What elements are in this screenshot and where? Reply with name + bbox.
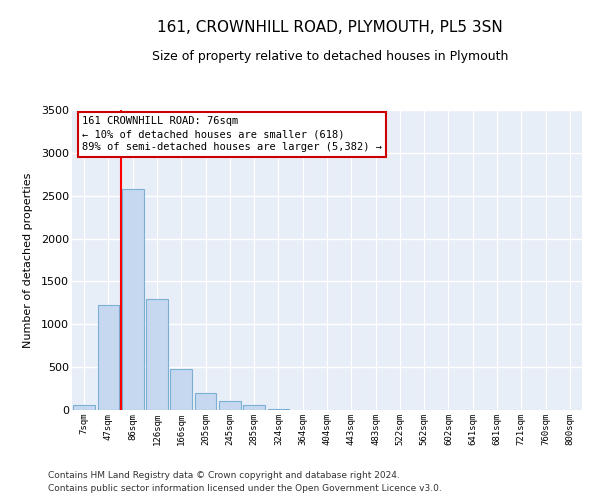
Text: Contains public sector information licensed under the Open Government Licence v3: Contains public sector information licen… bbox=[48, 484, 442, 493]
Bar bbox=[243, 406, 265, 410]
Bar bbox=[268, 408, 289, 410]
Text: Contains HM Land Registry data © Crown copyright and database right 2024.: Contains HM Land Registry data © Crown c… bbox=[48, 470, 400, 480]
Bar bbox=[73, 405, 95, 410]
Bar bbox=[146, 300, 168, 410]
Bar bbox=[170, 369, 192, 410]
Bar bbox=[194, 394, 217, 410]
Bar bbox=[97, 306, 119, 410]
Text: Size of property relative to detached houses in Plymouth: Size of property relative to detached ho… bbox=[152, 50, 508, 63]
Bar bbox=[122, 189, 143, 410]
Text: 161, CROWNHILL ROAD, PLYMOUTH, PL5 3SN: 161, CROWNHILL ROAD, PLYMOUTH, PL5 3SN bbox=[157, 20, 503, 35]
Text: 161 CROWNHILL ROAD: 76sqm
← 10% of detached houses are smaller (618)
89% of semi: 161 CROWNHILL ROAD: 76sqm ← 10% of detac… bbox=[82, 116, 382, 152]
Bar bbox=[219, 400, 241, 410]
Y-axis label: Number of detached properties: Number of detached properties bbox=[23, 172, 33, 348]
